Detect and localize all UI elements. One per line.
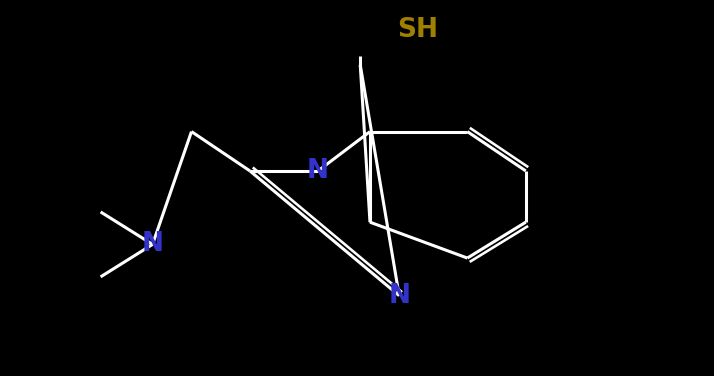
Text: N: N (141, 231, 164, 258)
Text: N: N (307, 158, 329, 184)
Text: N: N (388, 283, 411, 309)
Text: SH: SH (397, 17, 438, 43)
